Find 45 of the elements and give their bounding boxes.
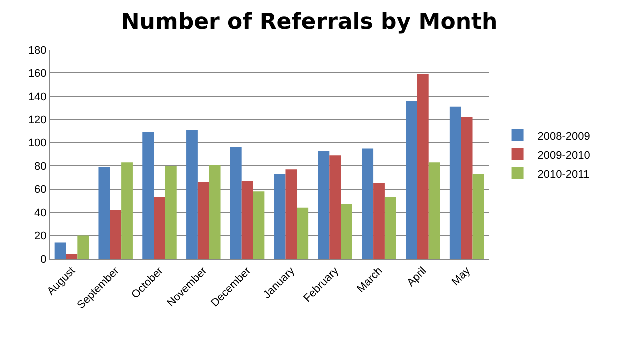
legend-label: 2009-2010 xyxy=(538,150,590,162)
bar xyxy=(362,148,374,259)
bar xyxy=(461,117,473,259)
bar xyxy=(142,132,154,259)
legend-label: 2010-2011 xyxy=(538,168,590,181)
bar xyxy=(198,182,210,259)
bar xyxy=(274,174,286,259)
bar xyxy=(78,236,90,259)
bar xyxy=(374,184,385,259)
bar xyxy=(406,101,418,259)
bar xyxy=(297,208,309,259)
bar xyxy=(98,167,110,259)
bar xyxy=(110,210,122,259)
x-tick-label: May xyxy=(450,264,474,288)
y-tick-label: 140 xyxy=(28,91,47,104)
bar xyxy=(318,151,330,259)
bar xyxy=(428,162,440,259)
y-tick-label: 100 xyxy=(28,138,47,150)
bar xyxy=(186,130,198,259)
bar xyxy=(253,192,265,259)
y-tick-label: 180 xyxy=(28,44,47,57)
bar xyxy=(450,106,462,259)
y-tick-label: 0 xyxy=(40,254,47,266)
bar xyxy=(54,242,66,259)
bar xyxy=(341,204,352,259)
bar xyxy=(122,162,133,259)
y-tick-label: 20 xyxy=(34,230,47,243)
bar xyxy=(165,166,177,259)
y-tick-label: 40 xyxy=(34,207,47,220)
bar xyxy=(286,170,298,259)
chart-title: Number of Referrals by Month xyxy=(121,10,498,35)
bar xyxy=(230,148,242,259)
y-tick-label: 160 xyxy=(28,68,47,80)
y-tick-label: 60 xyxy=(34,184,47,196)
legend-label: 2008-2009 xyxy=(538,130,590,143)
bar xyxy=(384,197,396,259)
bar xyxy=(417,74,429,259)
bar xyxy=(242,181,254,259)
bar xyxy=(330,156,342,259)
y-tick-label: 120 xyxy=(28,114,47,127)
bar xyxy=(472,174,484,259)
bar xyxy=(154,197,166,259)
y-tick-label: 80 xyxy=(34,160,47,173)
bar xyxy=(209,164,221,259)
bar xyxy=(66,254,78,259)
